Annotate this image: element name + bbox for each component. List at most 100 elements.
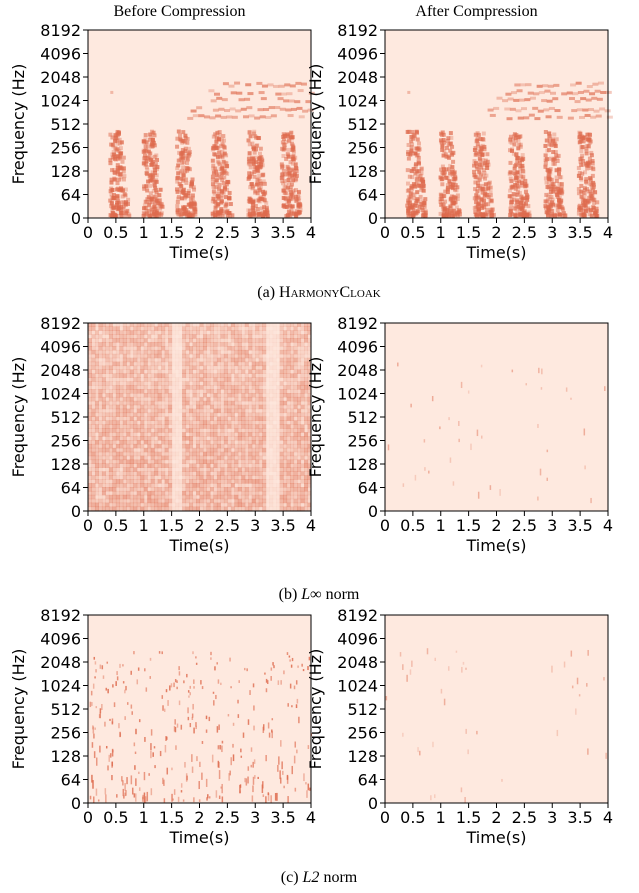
spectrogram-cell xyxy=(102,417,106,421)
spectrogram-cell xyxy=(109,491,113,495)
spectrogram-cell xyxy=(179,326,183,330)
spectrogram-cell xyxy=(168,413,172,417)
spectrogram-cell xyxy=(440,177,444,181)
spectrogram-cell xyxy=(175,444,179,448)
spectrogram-cell xyxy=(269,432,273,436)
spectrogram-cell xyxy=(165,428,169,432)
spectrogram-cell xyxy=(200,401,204,405)
spectrogram-cell xyxy=(172,397,176,401)
spectrogram-cell xyxy=(196,495,200,499)
spectrogram-cell xyxy=(123,330,127,334)
spectrogram-cell xyxy=(161,405,165,409)
spectrogram-cell xyxy=(273,448,277,452)
spectrogram-cell xyxy=(182,381,186,385)
spectrogram-cell xyxy=(182,358,186,362)
spectrogram-cell xyxy=(245,507,249,511)
spectrogram-cell xyxy=(280,409,284,413)
spectrogram-cell xyxy=(269,381,273,385)
spectrogram-cell xyxy=(520,83,526,86)
spectrogram-cell xyxy=(116,487,120,491)
spectrogram-cell xyxy=(217,405,221,409)
spectrogram-cell xyxy=(410,142,414,146)
spectrogram-cell xyxy=(186,444,190,448)
spectrogram-cell xyxy=(179,507,183,511)
spectrogram-cell xyxy=(144,409,148,413)
spectrogram-cell xyxy=(423,205,427,209)
spectrogram-cell xyxy=(148,184,152,188)
spectrogram-cell xyxy=(287,499,291,503)
spectrogram-cell xyxy=(280,417,284,421)
x-tick-label: 2 xyxy=(194,223,204,242)
spectrogram-cell xyxy=(154,444,158,448)
spectrogram-cell xyxy=(185,169,189,173)
spectrogram-cell xyxy=(227,330,231,334)
spectrogram-cell xyxy=(116,366,120,370)
spectrogram-cell xyxy=(210,381,214,385)
spectrogram-cell xyxy=(193,432,197,436)
spectrogram-cell xyxy=(276,448,280,452)
spectrogram-cell xyxy=(133,440,137,444)
spectrogram-cell xyxy=(182,413,186,417)
spectrogram-cell xyxy=(133,358,137,362)
spectrogram-cell xyxy=(110,202,114,206)
spectrogram-cell xyxy=(200,377,204,381)
spectrogram-cell xyxy=(238,503,242,507)
spectrogram-cell xyxy=(224,444,228,448)
spectrogram-cell xyxy=(116,420,120,424)
spectrogram-cell xyxy=(130,409,134,413)
spectrogram-cell xyxy=(154,358,158,362)
spectrogram-cell xyxy=(109,181,113,185)
spectrogram-cell xyxy=(112,389,116,393)
spectrogram-cell xyxy=(165,432,169,436)
spectrogram-cell xyxy=(137,420,141,424)
spectrogram-cell xyxy=(262,370,266,374)
spectrogram-cell xyxy=(266,420,270,424)
spectrogram-cell xyxy=(210,417,214,421)
spectrogram-cell xyxy=(158,440,162,444)
spectrogram-cell xyxy=(189,432,193,436)
spectrogram-cell xyxy=(283,436,287,440)
spectrogram-cell xyxy=(109,499,113,503)
spectrogram-cell xyxy=(287,495,291,499)
spectrogram-cell xyxy=(116,350,120,354)
spectrogram-cell xyxy=(182,373,186,377)
spectrogram-cell xyxy=(231,377,235,381)
spectrogram-cell xyxy=(133,420,137,424)
spectrogram-cell xyxy=(193,338,197,342)
spectrogram-cell xyxy=(116,448,120,452)
spectrogram-cell xyxy=(271,114,277,117)
spectrogram-cell xyxy=(269,358,273,362)
spectrogram-cell xyxy=(266,444,270,448)
spectrogram-cell xyxy=(227,464,231,468)
spectrogram-cell xyxy=(165,413,169,417)
spectrogram-cell xyxy=(227,471,231,475)
spectrogram-cell xyxy=(278,97,284,100)
spectrogram-cell xyxy=(227,503,231,507)
spectrogram-cell xyxy=(259,456,263,460)
spectrogram-cell xyxy=(245,444,249,448)
spectrogram-cell xyxy=(119,487,123,491)
spectrogram-cell xyxy=(241,346,245,350)
spectrogram-cell xyxy=(137,452,141,456)
spectrogram-cell xyxy=(105,417,109,421)
spectrogram-cell xyxy=(144,389,148,393)
y-tick-label: 2048 xyxy=(337,68,378,87)
spectrogram-cell xyxy=(276,491,280,495)
spectrogram-cell xyxy=(123,192,127,196)
spectrogram-cell xyxy=(280,503,284,507)
spectrogram-cell xyxy=(588,157,592,161)
spectrogram-cell xyxy=(217,479,221,483)
spectrogram-cell xyxy=(273,460,277,464)
spectrogram-cell xyxy=(165,436,169,440)
y-tick-label: 64 xyxy=(61,186,81,205)
spectrogram-cell xyxy=(266,456,270,460)
spectrogram-cell xyxy=(140,366,144,370)
spectrogram-cell xyxy=(193,330,197,334)
spectrogram-cell xyxy=(210,377,214,381)
spectrogram-cell xyxy=(147,479,151,483)
spectrogram-cell xyxy=(168,432,172,436)
spectrogram-cell xyxy=(181,190,185,194)
spectrogram-cell xyxy=(193,413,197,417)
spectrogram-cell xyxy=(175,436,179,440)
spectrogram-cell xyxy=(172,444,176,448)
